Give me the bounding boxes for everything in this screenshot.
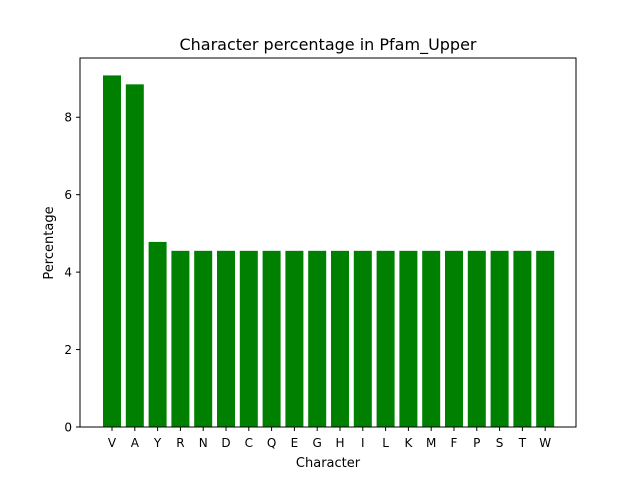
bar-V	[103, 75, 121, 428]
bar-P	[467, 250, 486, 427]
x-tick-label-L: L	[382, 436, 389, 450]
x-tick-label-M: M	[426, 436, 436, 450]
bar-Q	[262, 250, 281, 427]
bar-T	[513, 250, 532, 427]
bar-M	[422, 250, 441, 427]
x-tick-label-V: V	[108, 436, 117, 450]
bar-Y	[148, 241, 167, 427]
bar-N	[194, 250, 213, 427]
bar-F	[445, 250, 463, 427]
x-tick-label-Q: Q	[267, 436, 276, 450]
y-tick-label: 8	[64, 111, 72, 125]
y-tick-label: 6	[64, 188, 72, 202]
y-axis-label: Percentage	[42, 206, 57, 279]
y-tick-label: 2	[64, 343, 72, 357]
x-tick-label-T: T	[518, 436, 527, 450]
bar-A	[125, 84, 144, 428]
y-axis: 0 2 4 6 8	[64, 111, 80, 435]
x-tick-label-A: A	[131, 436, 140, 450]
y-tick-label: 4	[64, 266, 72, 280]
bar-K	[399, 250, 418, 427]
x-tick-label-E: E	[291, 436, 299, 450]
plot-frame	[79, 57, 577, 428]
x-tick-label-D: D	[221, 436, 230, 450]
bar-S	[490, 250, 509, 427]
bar-L	[376, 250, 395, 427]
x-tick-label-Y: Y	[153, 436, 162, 450]
bar-G	[308, 250, 327, 427]
bar-I	[353, 250, 372, 427]
y-tick-label: 0	[64, 421, 72, 435]
bar-C	[239, 250, 258, 427]
bar-W	[536, 250, 555, 427]
x-axis-label: Character	[296, 456, 361, 471]
x-tick-label-W: W	[539, 436, 551, 450]
x-tick-label-N: N	[199, 436, 208, 450]
x-tick-label-K: K	[404, 436, 413, 450]
x-tick-label-H: H	[335, 436, 344, 450]
bar-R	[171, 250, 190, 427]
bar-H	[331, 250, 349, 427]
x-tick-label-C: C	[245, 436, 253, 450]
x-tick-label-F: F	[451, 436, 458, 450]
x-tick-label-S: S	[496, 436, 504, 450]
bar-D	[217, 250, 235, 427]
x-tick-label-I: I	[361, 436, 365, 450]
x-tick-label-G: G	[313, 436, 322, 450]
bars-layer	[103, 75, 555, 428]
chart-title: Character percentage in Pfam_Upper	[179, 35, 476, 55]
x-tick-label-R: R	[176, 436, 184, 450]
bar-E	[285, 250, 304, 427]
x-tick-label-P: P	[473, 436, 480, 450]
